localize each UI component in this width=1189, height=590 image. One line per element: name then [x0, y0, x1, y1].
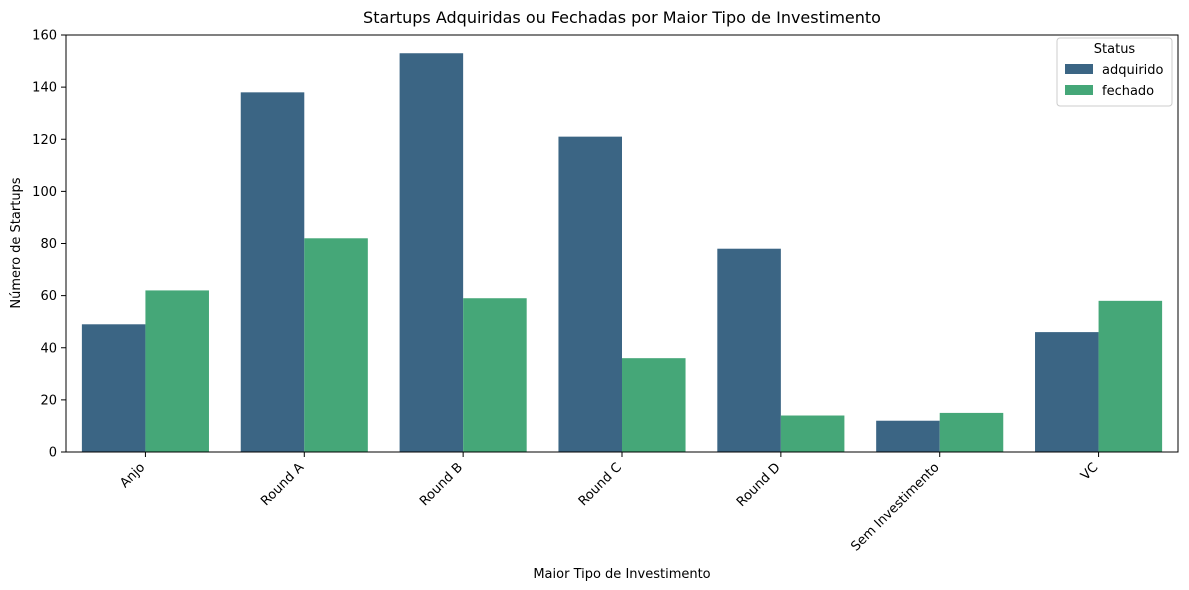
legend-label-fechado: fechado: [1102, 84, 1154, 99]
bar-adquirido-6: [1035, 332, 1099, 452]
x-tick-label: Anjo: [117, 460, 148, 491]
bar-fechado-3: [622, 358, 686, 452]
y-tick-label: 20: [40, 393, 57, 408]
bar-fechado-1: [304, 238, 368, 452]
legend-swatch-adquirido: [1065, 64, 1093, 74]
bar-fechado-2: [463, 298, 527, 452]
y-axis-label: Número de Startups: [9, 177, 24, 308]
plot-area: 0 20 40 60 80 100 120 140 160 Anjo Round A Round B R…: [32, 29, 1179, 554]
x-tick-label: Round D: [734, 460, 784, 510]
x-tick-label: Round A: [258, 460, 307, 509]
bar-fechado-4: [780, 415, 845, 452]
y-tick-label: 120: [32, 133, 57, 148]
x-tick-label: Round C: [576, 460, 625, 509]
x-tick-label: Round B: [417, 460, 466, 509]
y-tick-label: 0: [49, 446, 57, 461]
x-axis-label: Maior Tipo de Investimento: [533, 567, 710, 582]
bar-adquirido-1: [240, 92, 305, 453]
legend-swatch-fechado: [1065, 85, 1093, 95]
bar-adquirido-4: [717, 248, 781, 452]
bar-adquirido-3: [558, 136, 622, 453]
y-tick-label: 140: [32, 81, 57, 96]
bar-fechado-6: [1098, 300, 1163, 452]
chart-title: Startups Adquiridas ou Fechadas por Maio…: [363, 8, 881, 27]
bar-adquirido-5: [876, 420, 940, 452]
y-tick-label: 40: [40, 341, 57, 356]
bar-adquirido-2: [399, 53, 464, 453]
y-tick-label: 160: [32, 29, 57, 44]
y-tick-label: 60: [40, 289, 57, 304]
y-tick-label: 100: [32, 185, 57, 200]
legend-label-adquirido: adquirido: [1102, 63, 1164, 78]
x-tick-label: Sem Investimento: [848, 460, 942, 554]
x-tick-label: VC: [1078, 460, 1101, 483]
legend-title: Status: [1094, 42, 1136, 57]
legend: Status adquirido fechado: [1056, 37, 1173, 107]
bar-adquirido-0: [81, 324, 146, 452]
bar-fechado-5: [939, 412, 1004, 452]
bar-fechado-0: [145, 290, 209, 452]
y-tick-label: 80: [40, 237, 57, 252]
